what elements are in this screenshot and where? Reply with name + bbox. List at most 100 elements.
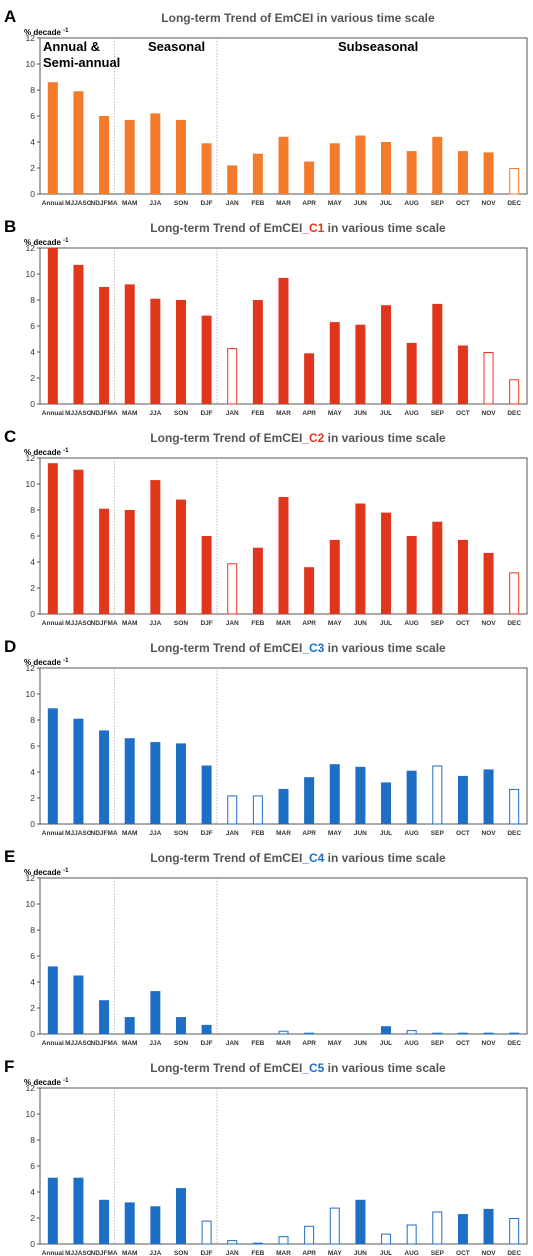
bar-mjjaso <box>73 1177 84 1244</box>
chart-panel-f: F Long-term Trend of EmCEI_C5 in various … <box>4 1057 528 1256</box>
y-axis-unit: % decade -1 <box>24 448 69 457</box>
bar-nov <box>483 1032 494 1035</box>
y-tick-label: 4 <box>30 557 35 567</box>
x-tick-label: MAY <box>328 1250 343 1256</box>
x-tick-label: MAM <box>122 1250 138 1256</box>
chart-title-tail: in various time scale <box>324 221 446 235</box>
x-tick-label: JUN <box>354 200 367 207</box>
bar-may <box>329 143 340 194</box>
x-tick-label: Annual <box>42 200 64 207</box>
x-tick-label: JUL <box>380 410 392 417</box>
bar-jul <box>381 1233 392 1245</box>
x-tick-label: MAY <box>328 1040 343 1047</box>
chart-title-main: Long-term Trend of EmCEI in various time… <box>161 11 435 25</box>
x-tick-label: JUL <box>380 1250 392 1256</box>
x-tick-label: NOV <box>482 410 497 417</box>
x-tick-label: MAR <box>276 410 291 417</box>
bar-ndjfma <box>99 1000 110 1034</box>
x-tick-label: NOV <box>482 830 497 837</box>
x-tick-label: SEP <box>431 1250 445 1256</box>
chart-title-tail: in various time scale <box>324 851 446 865</box>
panel-letter: D <box>4 637 16 656</box>
bar-mjjaso <box>73 718 84 824</box>
x-tick-label: DJF <box>200 1250 212 1256</box>
bar-aug <box>406 1224 417 1245</box>
x-tick-label: Annual <box>42 1250 64 1256</box>
bar-sep <box>432 136 443 194</box>
group-label-seasonal: Seasonal <box>148 39 205 54</box>
x-tick-label: JJA <box>149 410 161 417</box>
y-tick-label: 0 <box>30 609 35 619</box>
x-tick-label: MAR <box>276 830 291 837</box>
chart-title: Long-term Trend of EmCEI_C2 in various t… <box>150 431 446 445</box>
bar-ndjfma <box>99 116 110 194</box>
bar-jja <box>150 991 161 1034</box>
y-tick-label: 0 <box>30 1029 35 1039</box>
x-tick-label: Annual <box>42 410 64 417</box>
y-tick-label: 6 <box>30 111 35 121</box>
bar-dec <box>509 379 520 405</box>
bar-ndjfma <box>99 508 110 614</box>
x-tick-label: Annual <box>42 620 64 627</box>
x-tick-label: DJF <box>200 1040 212 1047</box>
bar-mar <box>278 788 289 824</box>
x-tick-label: MAR <box>276 200 291 207</box>
bar-jan <box>227 165 238 194</box>
x-tick-label: NOV <box>482 1040 497 1047</box>
x-tick-label: SON <box>174 620 188 627</box>
bar-aug <box>406 342 417 404</box>
bar-mam <box>124 119 135 194</box>
bar-jun <box>355 1199 366 1244</box>
bar-jan <box>227 1240 238 1245</box>
chart-title-main: Long-term Trend of EmCEI <box>150 221 302 235</box>
bar-djf <box>201 1024 212 1034</box>
panel-letter: E <box>4 847 15 866</box>
bar-annual <box>47 248 58 404</box>
x-tick-label: NOV <box>482 200 497 207</box>
plot-frame <box>39 877 528 1035</box>
x-tick-label: AUG <box>404 200 418 207</box>
y-tick-label: 2 <box>30 163 35 173</box>
chart-title: Long-term Trend of EmCEI_C1 in various t… <box>150 221 446 235</box>
x-tick-label: OCT <box>456 830 470 837</box>
x-tick-label: Annual <box>42 830 64 837</box>
x-tick-label: SEP <box>431 200 445 207</box>
chart-panel-d: D Long-term Trend of EmCEI_C3 in various … <box>4 637 528 837</box>
chart-title-main: Long-term Trend of EmCEI <box>150 851 302 865</box>
bar-mar <box>278 1030 289 1035</box>
x-tick-label: FEB <box>251 410 264 417</box>
bar-son <box>175 1017 186 1034</box>
bar-nov <box>483 769 494 824</box>
x-tick-label: OCT <box>456 410 470 417</box>
y-tick-label: 12 <box>26 873 36 883</box>
bar-jan <box>227 563 238 615</box>
y-tick-label: 8 <box>30 925 35 935</box>
y-tick-label: 4 <box>30 767 35 777</box>
bar-ndjfma <box>99 1199 110 1244</box>
y-tick-label: 12 <box>26 663 36 673</box>
x-tick-label: DEC <box>507 200 521 207</box>
x-tick-label: MAR <box>276 1250 291 1256</box>
x-tick-label: OCT <box>456 620 470 627</box>
x-tick-label: FEB <box>251 1250 264 1256</box>
x-tick-label: MAY <box>328 830 343 837</box>
bar-jul <box>381 305 392 404</box>
bar-jun <box>355 503 366 614</box>
x-tick-label: DJF <box>200 200 212 207</box>
bar-may <box>329 764 340 824</box>
x-tick-label: DEC <box>507 620 521 627</box>
x-tick-label: AUG <box>404 620 418 627</box>
chart-title-main: Long-term Trend of EmCEI <box>150 431 302 445</box>
y-tick-label: 8 <box>30 295 35 305</box>
bar-sep <box>432 1032 443 1035</box>
x-tick-label: MJJASO <box>65 830 92 837</box>
bar-son <box>175 1188 186 1244</box>
y-tick-label: 8 <box>30 85 35 95</box>
x-tick-label: JUN <box>354 410 367 417</box>
panel-letter: A <box>4 7 16 26</box>
bar-mam <box>124 1202 135 1244</box>
chart-title: Long-term Trend of EmCEI_C3 in various t… <box>150 641 446 655</box>
bar-mjjaso <box>73 469 84 614</box>
bar-feb <box>252 547 263 614</box>
x-tick-label: DEC <box>507 410 521 417</box>
